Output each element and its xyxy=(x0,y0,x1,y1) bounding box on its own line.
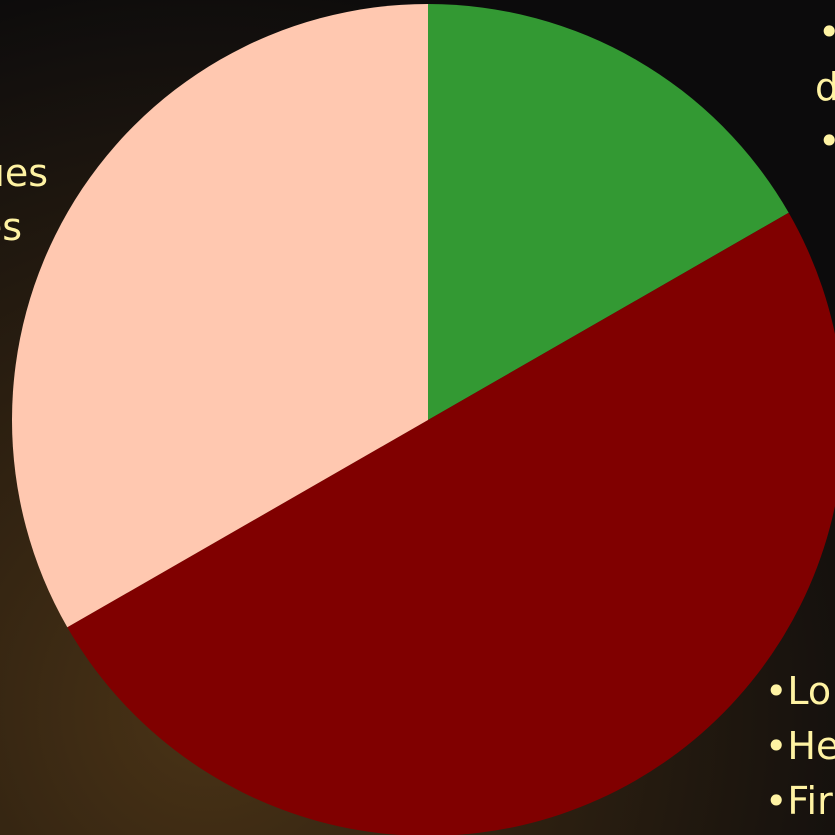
annotation: •Lo xyxy=(765,669,831,713)
annotation: •A xyxy=(818,119,835,163)
pie-slice xyxy=(67,212,835,835)
annotation: •Fir xyxy=(765,779,833,823)
pie-slice xyxy=(11,4,429,628)
annotation: es xyxy=(0,205,22,249)
annotation: •He xyxy=(765,724,835,768)
annotation: d xyxy=(815,65,835,109)
pie xyxy=(11,4,835,835)
text-fragments: •S d •A ues es •Lo •He •Fir xyxy=(0,10,835,823)
annotation: ues xyxy=(0,151,48,195)
annotation: •S xyxy=(818,10,835,54)
pie-slice xyxy=(428,4,789,420)
